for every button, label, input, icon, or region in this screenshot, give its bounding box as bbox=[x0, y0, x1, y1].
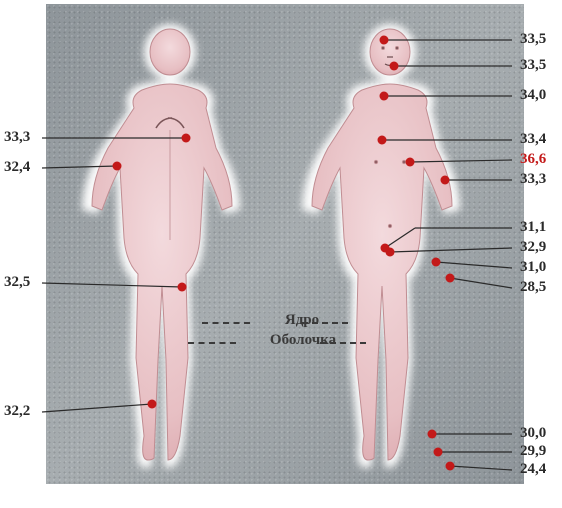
dash-left-2 bbox=[188, 342, 236, 344]
marker-dot bbox=[378, 136, 387, 145]
marker-dot bbox=[113, 162, 122, 171]
marker-dot bbox=[441, 176, 450, 185]
centre-label-core: Ядро bbox=[252, 312, 352, 329]
marker-dot bbox=[148, 400, 157, 409]
temperature-label: 32,4 bbox=[4, 159, 30, 176]
body-back bbox=[82, 24, 240, 468]
temperature-label: 33,3 bbox=[520, 171, 546, 188]
temperature-label: 29,9 bbox=[520, 443, 546, 460]
marker-dot bbox=[380, 92, 389, 101]
dash-left-1 bbox=[202, 322, 250, 324]
temperature-label: 28,5 bbox=[520, 279, 546, 296]
temperature-label: 32,5 bbox=[4, 274, 30, 291]
temperature-label: 31,1 bbox=[520, 219, 546, 236]
leader-line bbox=[450, 466, 512, 470]
centre-label-shell: Оболочка bbox=[238, 332, 368, 349]
temperature-label: 32,9 bbox=[520, 239, 546, 256]
temperature-label: 31,0 bbox=[520, 259, 546, 276]
marker-dot bbox=[428, 430, 437, 439]
temperature-diagram: Ядро Оболочка 33,3 32,4 32,5 32,2 33,5 33,5 34… bbox=[0, 0, 562, 508]
marker-dot bbox=[446, 462, 455, 471]
temperature-label: 33,4 bbox=[520, 131, 546, 148]
leader-line bbox=[436, 262, 512, 268]
temperature-label: 34,0 bbox=[520, 87, 546, 104]
marker-dot bbox=[432, 258, 441, 267]
annotation-layer bbox=[42, 36, 512, 471]
leader-line bbox=[450, 278, 512, 288]
temperature-label: 30,0 bbox=[520, 425, 546, 442]
temperature-label: 36,6 bbox=[520, 151, 546, 168]
temperature-label: 32,2 bbox=[4, 403, 30, 420]
temperature-label: 33,3 bbox=[4, 129, 30, 146]
marker-dot bbox=[406, 158, 415, 167]
temperature-label: 33,5 bbox=[520, 57, 546, 74]
marker-dot bbox=[182, 134, 191, 143]
figure-layer bbox=[0, 0, 562, 508]
marker-dot bbox=[446, 274, 455, 283]
marker-dot bbox=[380, 36, 389, 45]
marker-dot bbox=[178, 283, 187, 292]
temperature-label: 33,5 bbox=[520, 31, 546, 48]
temperature-label: 24,4 bbox=[520, 461, 546, 478]
marker-dot bbox=[386, 248, 395, 257]
marker-dot bbox=[434, 448, 443, 457]
marker-dot bbox=[390, 62, 399, 71]
